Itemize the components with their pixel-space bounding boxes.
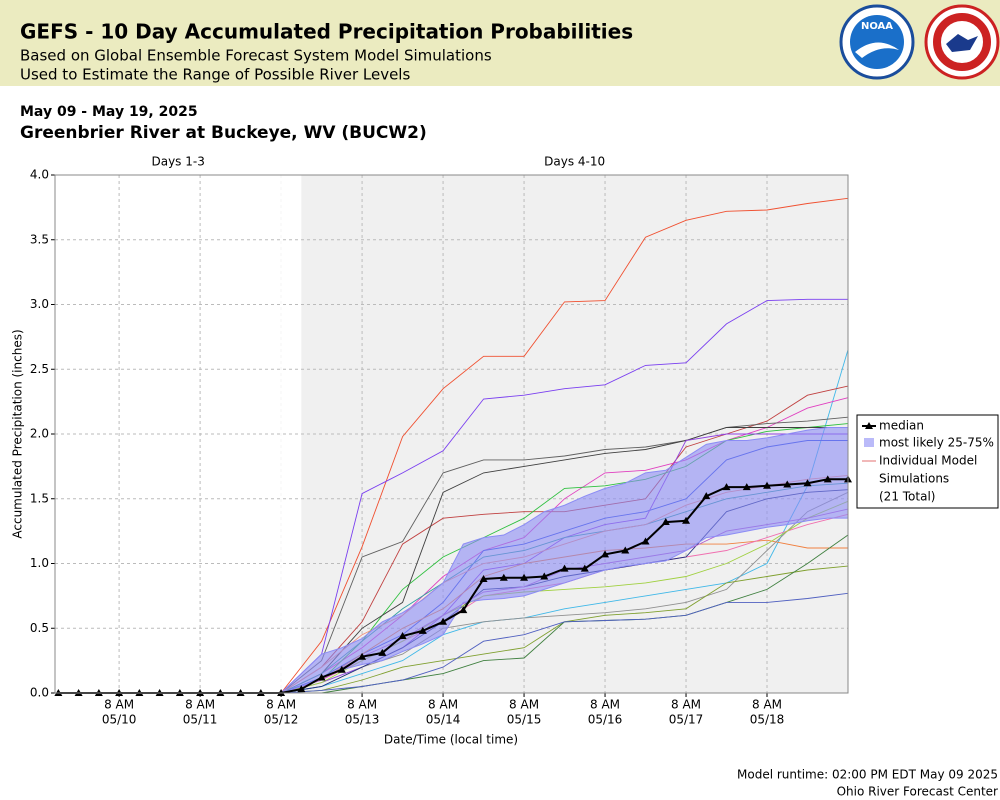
x-tick-label: 8 AM — [185, 698, 215, 712]
footer-text: Ohio River Forecast Center — [837, 785, 998, 799]
x-tick-label: 8 AM — [266, 698, 296, 712]
median-marker — [783, 480, 792, 488]
median-marker — [317, 673, 326, 681]
legend-box — [856, 414, 999, 509]
median-marker — [358, 652, 367, 660]
subtitle: Based on Global Ensemble Forecast System… — [20, 47, 492, 65]
nws-logo-map — [946, 34, 978, 52]
median-marker — [499, 573, 508, 581]
y-tick-label: 2.5 — [30, 362, 49, 376]
legend-label: (21 Total) — [879, 490, 935, 504]
median-marker — [439, 617, 448, 625]
median-marker — [540, 572, 549, 580]
median-marker — [661, 518, 670, 526]
chart-title: Greenbrier River at Buckeye, WV (BUCW2) — [20, 123, 427, 143]
median-marker — [560, 564, 569, 572]
y-tick-label: 0.0 — [30, 686, 49, 700]
median-marker — [803, 479, 812, 487]
member-line — [281, 491, 849, 694]
y-axis-label: Accumulated Precipitation (inches) — [11, 329, 25, 538]
legend-label: Simulations — [879, 472, 949, 486]
footer-text: Model runtime: 02:00 PM EDT May 09 2025 — [737, 768, 998, 782]
median-marker — [823, 475, 832, 483]
member-line — [281, 349, 849, 694]
x-tick-label: 05/17 — [669, 713, 704, 727]
x-tick-label: 05/10 — [102, 713, 137, 727]
x-tick-label: 8 AM — [347, 698, 377, 712]
median-marker — [742, 483, 751, 491]
y-tick-label: 3.5 — [30, 232, 49, 246]
median-marker — [520, 573, 529, 581]
y-tick-label: 4.0 — [30, 168, 49, 182]
x-tick-label: 8 AM — [428, 698, 458, 712]
x-tick-label: 05/13 — [345, 713, 380, 727]
x-axis-label: Date/Time (local time) — [384, 733, 518, 747]
median-marker — [722, 483, 731, 491]
member-line — [280, 416, 849, 694]
legend-label: median — [879, 419, 924, 433]
page-title: GEFS - 10 Day Accumulated Precipitation … — [20, 20, 633, 44]
date-range: May 09 - May 19, 2025 — [20, 104, 198, 120]
member-line — [280, 298, 848, 694]
x-tick-label: 05/15 — [507, 713, 542, 727]
median-marker — [702, 492, 711, 500]
median-marker — [580, 564, 589, 572]
region-label: Days 4-10 — [544, 155, 605, 169]
x-tick-label: 8 AM — [104, 698, 134, 712]
median-marker — [601, 550, 610, 558]
median-marker — [418, 626, 427, 634]
logo-text: NOAA — [861, 21, 893, 32]
x-tick-label: 8 AM — [671, 698, 701, 712]
median-marker — [398, 632, 407, 640]
median-marker — [297, 685, 306, 693]
x-tick-label: 05/11 — [183, 713, 218, 727]
y-tick-label: 2.0 — [30, 427, 49, 441]
legend-label: most likely 25-75% — [879, 436, 994, 450]
median-marker — [337, 665, 346, 673]
plot-frame — [54, 174, 849, 694]
subtitle: Used to Estimate the Range of Possible R… — [20, 66, 410, 84]
legend-label: Individual Model — [879, 454, 977, 468]
x-tick-label: 8 AM — [590, 698, 620, 712]
member-line — [280, 427, 848, 694]
median-marker — [641, 537, 650, 545]
y-tick-label: 0.5 — [30, 621, 49, 635]
x-tick-label: 8 AM — [752, 698, 782, 712]
y-tick-label: 3.0 — [30, 297, 49, 311]
median-marker — [479, 575, 488, 583]
legend-median-marker — [865, 422, 873, 429]
median-marker — [459, 606, 468, 614]
member-line — [281, 592, 849, 694]
median-marker — [682, 516, 691, 524]
x-tick-label: 05/16 — [588, 713, 623, 727]
median-marker — [378, 648, 387, 656]
y-tick-label: 1.5 — [30, 491, 49, 505]
x-tick-label: 8 AM — [509, 698, 539, 712]
member-line — [280, 197, 849, 694]
median-marker — [621, 546, 630, 554]
median-marker — [763, 481, 772, 489]
legend-band-swatch — [864, 438, 874, 447]
header-band — [0, 0, 1000, 86]
logo-bird — [855, 42, 899, 58]
x-tick-label: 05/18 — [750, 713, 785, 727]
x-tick-label: 05/12 — [264, 713, 299, 727]
region-label: Days 1-3 — [151, 155, 204, 169]
x-tick-label: 05/14 — [426, 713, 461, 727]
y-tick-label: 1.0 — [30, 556, 49, 570]
